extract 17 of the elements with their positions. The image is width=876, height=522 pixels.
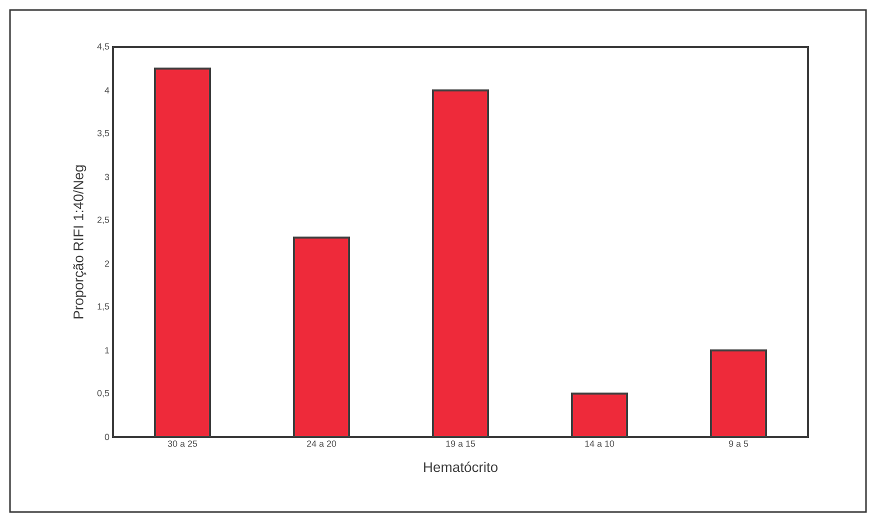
y-tick-label: 4 — [104, 87, 110, 94]
y-tick-label: 2,5 — [97, 216, 110, 224]
x-axis-title: Hematócrito — [424, 462, 498, 472]
y-tick-label: 1,5 — [98, 303, 110, 311]
y-axis-title: Proporção RIFI 1:40/Neg — [73, 165, 86, 318]
x-tick-label: 9 a 5 — [728, 440, 748, 447]
x-tick-label: 14 a 10 — [585, 440, 614, 447]
y-tick-label: 2 — [104, 260, 110, 267]
y-tick-label: 3,5 — [97, 130, 110, 138]
y-tick-label: 1 — [105, 347, 110, 354]
x-tick-label: 30 a 25 — [168, 440, 198, 447]
x-tick-label: 19 a 15 — [446, 440, 476, 447]
y-tick-label: 0,5 — [97, 390, 110, 398]
y-tick-label: 3 — [104, 174, 110, 180]
y-tick-label: 4,5 — [97, 43, 110, 51]
y-tick-label: 0 — [104, 434, 110, 440]
x-tick-label: 24 a 20 — [307, 440, 336, 447]
